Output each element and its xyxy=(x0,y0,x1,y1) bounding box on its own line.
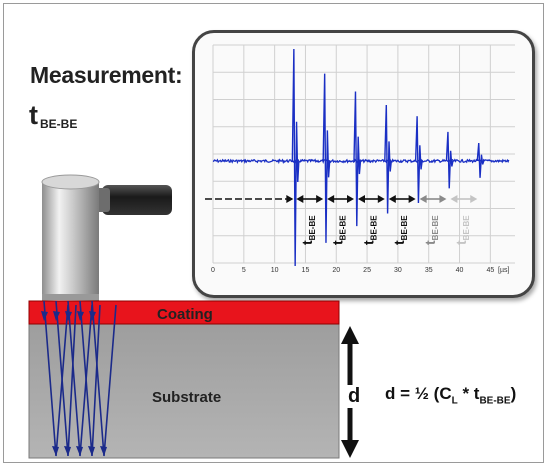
interval-arrowhead-right xyxy=(316,195,324,203)
interval-arrowhead-left xyxy=(419,195,427,203)
oscilloscope-panel: 0 5 10 15 20 25 30 35 40 45 [µs] tBE-BE tBE-BE tBE-BE… xyxy=(192,30,535,298)
interval-arrowhead-left xyxy=(296,195,304,203)
interval-arrowhead-right xyxy=(377,195,385,203)
formula-middle: * t xyxy=(457,384,480,403)
x-tick-label: 35 xyxy=(425,267,433,274)
probe-cable xyxy=(96,185,172,215)
formula-suffix: ) xyxy=(510,384,517,403)
interval-label: tBE-BE xyxy=(330,215,348,245)
substrate-label: Substrate xyxy=(152,389,222,406)
wave-arrowhead xyxy=(89,311,96,321)
x-tick-label: 45 xyxy=(486,267,494,274)
coating-layer xyxy=(28,300,340,325)
variable-subscript: BE-BE xyxy=(40,117,78,131)
x-tick-label: 30 xyxy=(394,267,402,274)
interval-arrowhead-right xyxy=(346,195,354,203)
wave-arrowhead xyxy=(100,446,107,456)
x-tick-label: 0 xyxy=(211,267,215,274)
interval-arrowhead-left xyxy=(450,195,458,203)
diagram-title: Measurement: xyxy=(30,62,183,88)
oscilloscope-trace: 0 5 10 15 20 25 30 35 40 45 [µs] tBE-BE tBE-BE tBE-BE… xyxy=(205,44,515,274)
interval-label: tBE-BE xyxy=(422,215,440,245)
ultrasound-waves xyxy=(41,300,117,457)
wave-arrowhead xyxy=(53,311,60,321)
signal-baseline xyxy=(212,158,510,165)
wave-arrowhead xyxy=(41,311,48,321)
x-tick-label: 20 xyxy=(332,267,340,274)
substrate-layer xyxy=(28,323,340,459)
echo-peak xyxy=(322,73,331,243)
x-unit-label: [µs] xyxy=(498,267,509,274)
interval-arrowhead-left xyxy=(388,195,396,203)
x-tick-label: 10 xyxy=(271,267,279,274)
interval-arrowhead-right xyxy=(439,195,447,203)
formula-prefix: d = ½ (C xyxy=(385,384,452,403)
interval-arrowhead-right xyxy=(470,195,478,203)
interval-arrowhead-left xyxy=(357,195,365,203)
x-tick-label: 15 xyxy=(302,267,310,274)
wave-arrowhead xyxy=(76,446,83,456)
diagram-frame: Measurement: t BE-BE 0 5 10 15 20 25 30 35 40 45 [µ… xyxy=(3,3,544,463)
wave-arrowhead xyxy=(88,446,95,456)
wave-arrowhead xyxy=(65,311,72,321)
formula-c-subscript: L xyxy=(451,395,458,407)
thickness-formula: d = ½ (CL * tBE-BE) xyxy=(385,384,516,406)
thickness-label: d xyxy=(346,385,363,408)
ultrasonic-probe xyxy=(41,174,100,302)
echo-peak xyxy=(445,131,454,189)
coating-label: Coating xyxy=(157,306,213,323)
interval-arrowhead-left xyxy=(327,195,335,203)
wave-arrowhead xyxy=(52,446,59,456)
echo-peak xyxy=(384,104,393,214)
interval-arrowhead-right xyxy=(408,195,416,203)
formula-t-subscript: BE-BE xyxy=(479,395,511,407)
x-tick-label: 40 xyxy=(456,267,464,274)
measured-variable: t BE-BE xyxy=(29,100,77,131)
echo-peak xyxy=(476,143,485,178)
x-tick-label: 5 xyxy=(242,267,246,274)
lead-in-arrowhead xyxy=(286,195,294,203)
interval-label: tBE-BE xyxy=(453,215,471,245)
interval-label: tBE-BE xyxy=(391,215,409,245)
interval-label: tBE-BE xyxy=(299,215,317,245)
variable-symbol: t xyxy=(29,100,38,130)
wave-arrowhead xyxy=(64,446,71,456)
interval-label: tBE-BE xyxy=(360,215,378,245)
echo-peak xyxy=(291,48,300,267)
echo-peak xyxy=(414,116,423,204)
wave-arrowhead xyxy=(77,311,84,321)
echo-peak xyxy=(353,91,362,227)
cross-section-graphic xyxy=(28,174,359,459)
x-tick-label: 25 xyxy=(363,267,371,274)
